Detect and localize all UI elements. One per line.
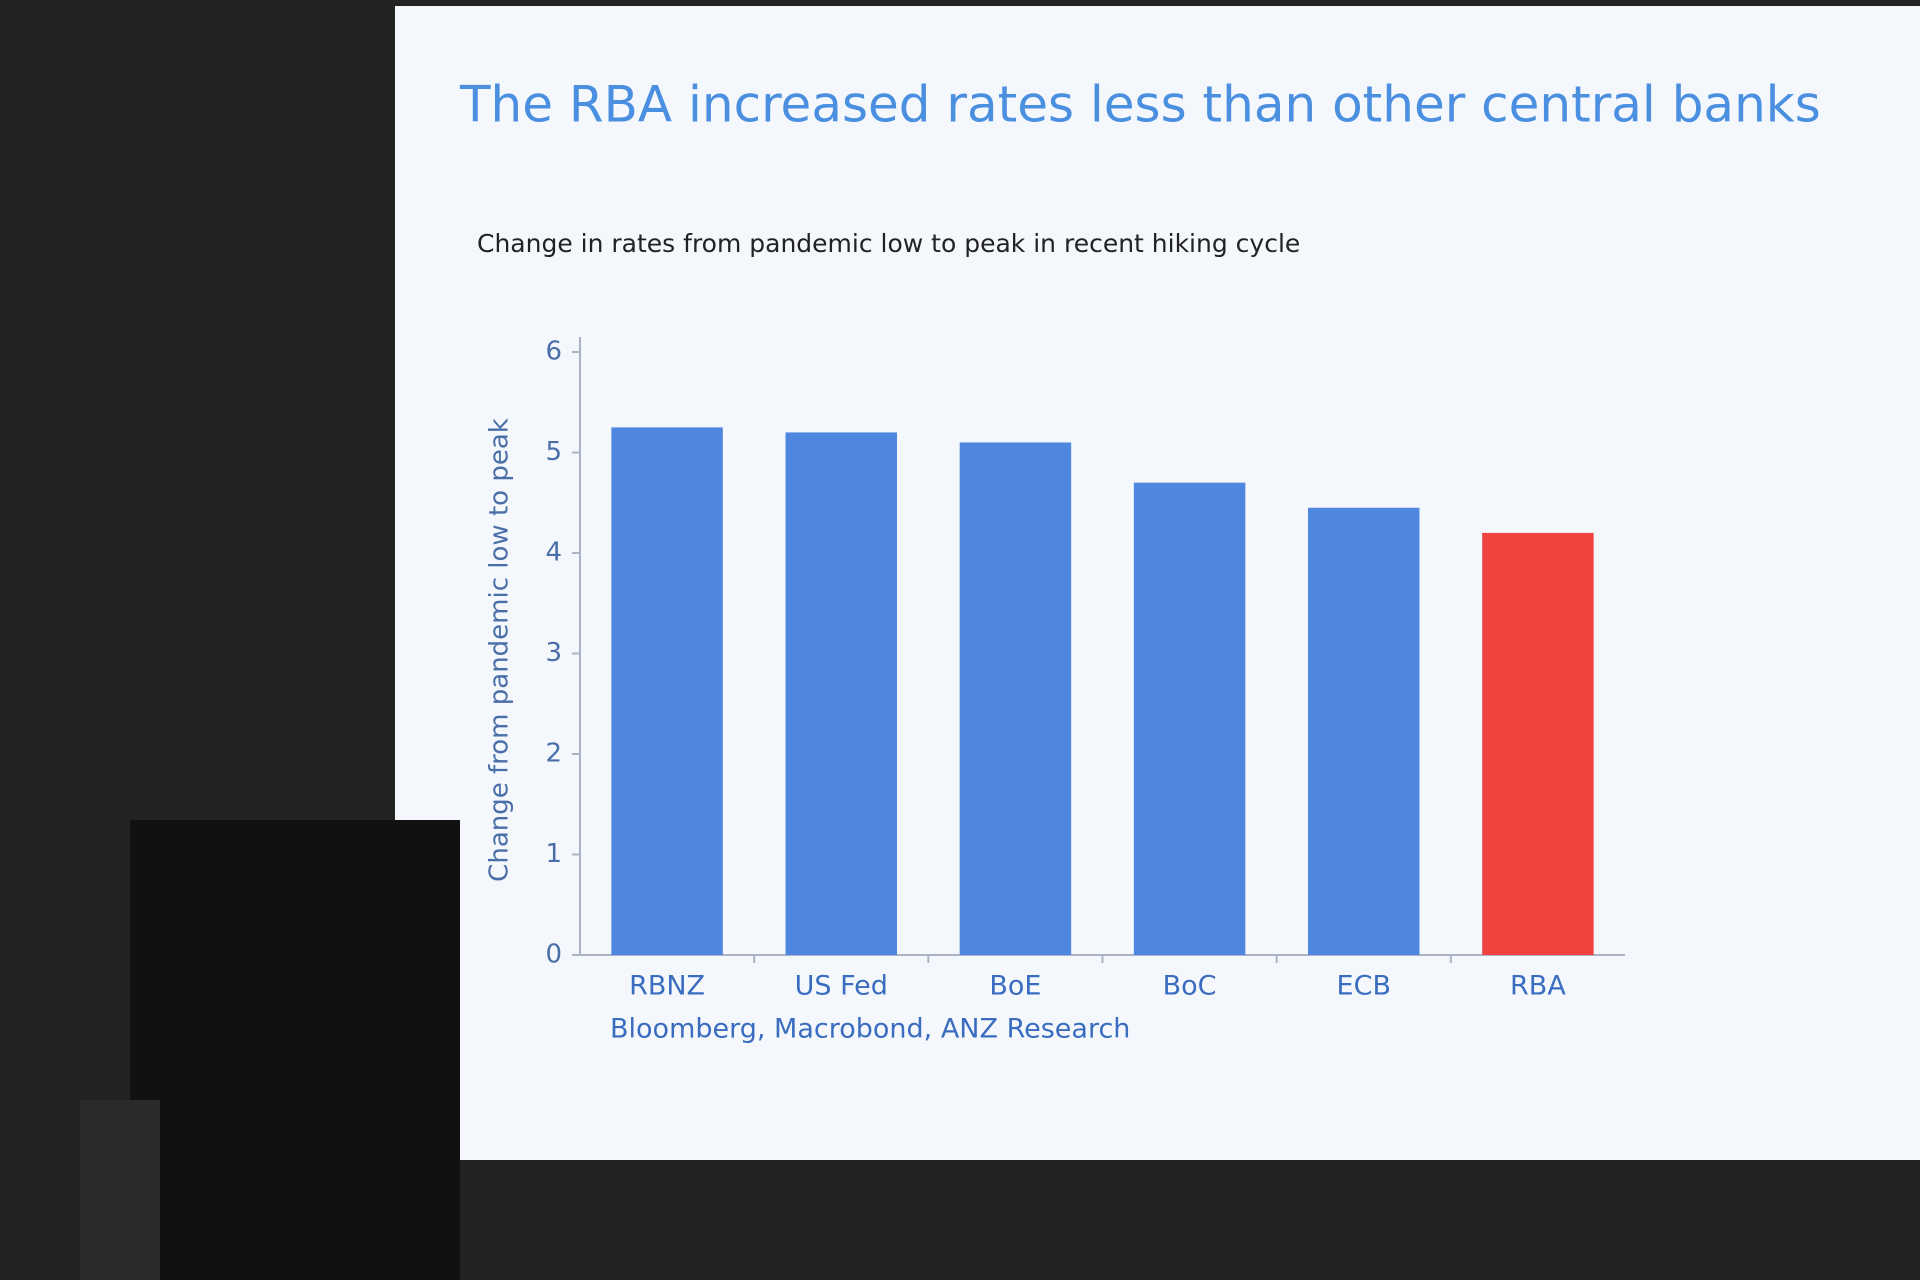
podium [130, 820, 460, 1280]
y-tick-label: 0 [545, 940, 562, 970]
bar [1133, 482, 1246, 955]
y-tick-label: 6 [545, 337, 562, 367]
bar [611, 427, 723, 955]
x-tick-label: BoC [1163, 971, 1217, 1002]
y-tick-label: 2 [545, 739, 562, 769]
bar [959, 442, 1072, 955]
chart-subtitle: Change in rates from pandemic low to pea… [477, 229, 1300, 258]
table-edge [80, 1100, 160, 1280]
y-tick-label: 3 [545, 638, 562, 668]
y-tick-label: 5 [545, 437, 562, 467]
x-tick-label: US Fed [795, 971, 888, 1002]
bar [1308, 507, 1420, 955]
slide-title: The RBA increased rates less than other … [459, 76, 1821, 134]
x-tick-label: RBA [1510, 971, 1566, 1002]
source-note: Bloomberg, Macrobond, ANZ Research [610, 1014, 1130, 1045]
x-tick-label: BoE [989, 971, 1041, 1002]
bar [1482, 532, 1594, 955]
bar [785, 432, 897, 955]
x-tick-label: ECB [1337, 971, 1391, 1002]
y-tick-label: 1 [545, 839, 562, 869]
x-tick-label: RBNZ [629, 971, 705, 1002]
y-axis-label: Change from pandemic low to peak [485, 418, 515, 882]
y-tick-label: 4 [545, 538, 562, 568]
